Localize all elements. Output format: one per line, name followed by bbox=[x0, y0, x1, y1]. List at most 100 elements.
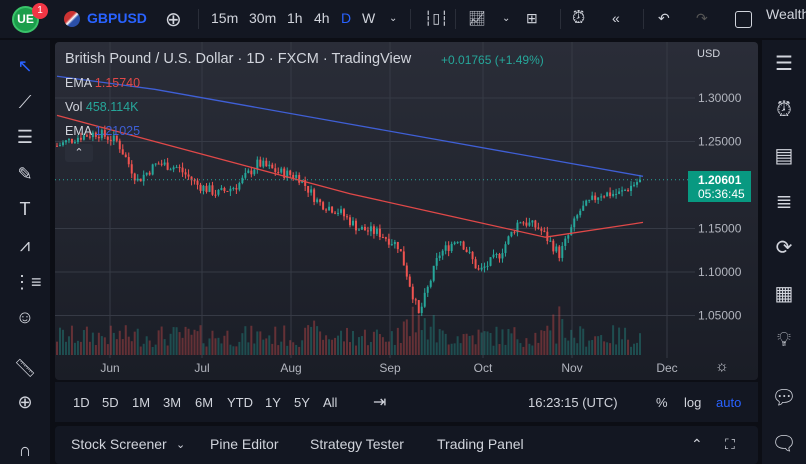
chart-settings-icon[interactable]: ☼ bbox=[715, 358, 729, 375]
candle bbox=[381, 237, 384, 239]
pattern-icon[interactable]: ⩘ bbox=[19, 235, 31, 255]
candle bbox=[549, 240, 552, 242]
tab-trading-panel[interactable]: Trading Panel bbox=[437, 436, 524, 452]
month-label: Nov bbox=[561, 361, 582, 375]
legend-ema-fast[interactable]: EMA 1.15740 bbox=[65, 76, 140, 90]
log-toggle[interactable]: log bbox=[684, 395, 702, 410]
magnet-icon[interactable]: ∩ bbox=[18, 440, 32, 460]
prediction-icon[interactable]: ⋮≡ bbox=[13, 272, 42, 292]
range-5y[interactable]: 5Y bbox=[294, 395, 310, 410]
range-1d[interactable]: 1D bbox=[73, 395, 90, 410]
range-6m[interactable]: 6M bbox=[195, 395, 214, 410]
candle bbox=[405, 265, 408, 277]
alerts-icon[interactable]: ⏰︎ bbox=[776, 99, 792, 121]
range-5d[interactable]: 5D bbox=[102, 395, 119, 410]
interval-d[interactable]: D bbox=[341, 10, 352, 26]
cursor-icon[interactable]: ↖ bbox=[17, 56, 33, 76]
tab-stock-screener[interactable]: Stock Screener bbox=[71, 436, 167, 452]
interval-1h[interactable]: 1h bbox=[287, 10, 303, 26]
hotlist-icon[interactable]: ⟳ bbox=[775, 237, 793, 259]
volume-bar bbox=[223, 335, 226, 355]
compare-add-icon[interactable]: ⊕ bbox=[165, 9, 182, 31]
expand-panel-icon[interactable]: ⌃ bbox=[691, 436, 703, 452]
trendline-icon[interactable]: ⟋ bbox=[18, 92, 32, 112]
range-3m[interactable]: 3M bbox=[163, 395, 182, 410]
chevron-down-icon[interactable]: ⌄ bbox=[389, 13, 398, 24]
volume-bar bbox=[534, 332, 537, 355]
candle bbox=[133, 173, 136, 181]
fullscreen-icon[interactable] bbox=[735, 11, 752, 28]
month-label: Aug bbox=[280, 361, 301, 375]
volume-bar bbox=[405, 319, 408, 355]
indicators-icon[interactable]: 📈︎ bbox=[468, 10, 486, 26]
candle bbox=[91, 132, 94, 138]
candle bbox=[483, 266, 486, 268]
interval-w[interactable]: W bbox=[362, 10, 376, 26]
ideas-icon[interactable]: 💡︎ bbox=[777, 329, 791, 351]
price-axis[interactable] bbox=[695, 42, 758, 380]
interval-15m[interactable]: 15m bbox=[211, 10, 239, 26]
collapse-legend-button[interactable]: ⌃ bbox=[65, 144, 93, 162]
chart-pane[interactable]: Jun Jul Aug Sep Oct Nov Dec 1.30000 1.25000 1.150… bbox=[55, 42, 758, 380]
brush-icon[interactable]: ✎ bbox=[17, 164, 33, 184]
volume-bar bbox=[564, 337, 567, 355]
currency-selector[interactable]: USD bbox=[697, 48, 721, 60]
range-ytd[interactable]: YTD bbox=[227, 395, 253, 410]
chevron-down-icon[interactable]: ⌄ bbox=[176, 439, 186, 451]
alarm-icon[interactable]: ⏰︎ bbox=[572, 8, 586, 27]
fib-icon[interactable]: ☰ bbox=[16, 127, 34, 147]
candle bbox=[277, 171, 280, 173]
chat-icon[interactable]: 💬︎ bbox=[771, 387, 797, 409]
interval-4h[interactable]: 4h bbox=[314, 10, 330, 26]
legend-volume[interactable]: Vol 458.114K bbox=[65, 100, 138, 114]
tab-strategy-tester[interactable]: Strategy Tester bbox=[310, 436, 404, 452]
candle bbox=[402, 251, 405, 266]
messages-icon[interactable]: 🗨︎ bbox=[771, 433, 797, 455]
tab-pine-editor[interactable]: Pine Editor bbox=[210, 436, 279, 452]
volume-bar bbox=[112, 332, 115, 355]
percent-toggle[interactable]: % bbox=[656, 395, 668, 410]
candles-icon[interactable]: ┆▯┆ bbox=[424, 10, 449, 26]
maximize-panel-icon[interactable]: ⛶ bbox=[725, 436, 735, 452]
range-1y[interactable]: 1Y bbox=[265, 395, 281, 410]
account-name[interactable]: Wealth bbox=[766, 6, 806, 22]
goto-date-icon[interactable]: ⇥ bbox=[373, 394, 387, 411]
auto-toggle[interactable]: auto bbox=[716, 395, 742, 410]
candle bbox=[486, 265, 489, 267]
clock[interactable]: 16:23:15 (UTC) bbox=[528, 395, 618, 410]
calendar-icon[interactable]: ▦ bbox=[774, 283, 794, 305]
candle bbox=[298, 174, 301, 183]
watchlist-icon[interactable]: ☰ bbox=[775, 53, 793, 75]
legend-ema-slow[interactable]: EMA 1.21025 bbox=[65, 124, 140, 138]
candle bbox=[495, 254, 498, 256]
datawindow-icon[interactable]: ≣ bbox=[775, 191, 793, 213]
interval-30m[interactable]: 30m bbox=[249, 10, 277, 26]
volume-bar bbox=[313, 320, 316, 355]
volume-bar bbox=[259, 331, 262, 355]
volume-bar bbox=[414, 332, 417, 355]
zoom-icon[interactable]: ⊕ bbox=[17, 392, 33, 412]
emoji-icon[interactable]: ☺ bbox=[15, 307, 35, 327]
candle bbox=[504, 244, 507, 254]
price-tick: 1.10000 bbox=[698, 265, 742, 279]
layout-grid-icon[interactable]: ⊞ bbox=[526, 10, 538, 26]
chevron-down-icon[interactable]: ⌄ bbox=[502, 13, 511, 24]
candle bbox=[456, 242, 459, 244]
candle bbox=[435, 258, 438, 266]
ruler-icon[interactable]: 📏︎ bbox=[13, 358, 37, 378]
news-icon[interactable]: ▤ bbox=[774, 145, 794, 167]
undo-icon[interactable]: ↶ bbox=[658, 10, 670, 26]
text-icon[interactable]: T bbox=[19, 199, 31, 219]
volume-bar bbox=[292, 342, 295, 355]
candle bbox=[474, 259, 477, 269]
range-all[interactable]: All bbox=[323, 395, 338, 410]
candle bbox=[366, 230, 369, 232]
symbol-search[interactable]: GBPUSD bbox=[87, 10, 147, 26]
redo-icon[interactable]: ↷ bbox=[696, 10, 708, 26]
price-chart[interactable]: Jun Jul Aug Sep Oct Nov Dec 1.30000 1.25000 1.150… bbox=[55, 42, 758, 380]
candle bbox=[139, 178, 142, 182]
range-1m[interactable]: 1M bbox=[132, 395, 151, 410]
volume-bar bbox=[582, 328, 585, 355]
replay-icon[interactable]: « bbox=[612, 10, 620, 26]
candle bbox=[202, 185, 205, 191]
